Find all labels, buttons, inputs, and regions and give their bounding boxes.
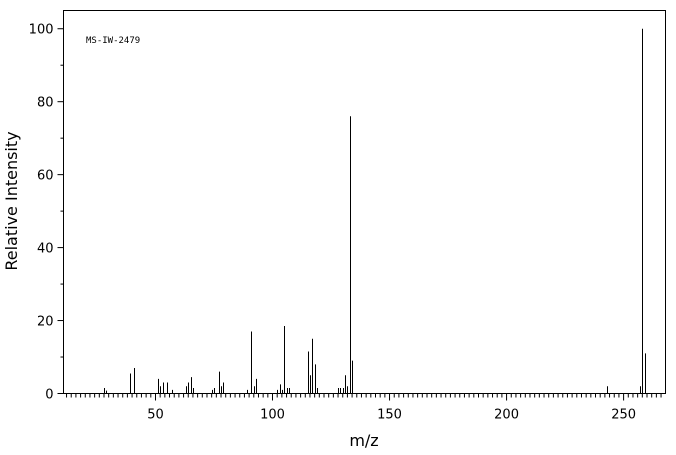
y-tick-label: 0 bbox=[45, 388, 53, 403]
y-axis-label: Relative Intensity bbox=[2, 131, 21, 270]
x-tick-label: 100 bbox=[260, 408, 285, 423]
y-tick-label: 20 bbox=[37, 315, 54, 330]
annotation: MS-IW-2479 bbox=[86, 36, 140, 46]
x-tick-label: 250 bbox=[611, 408, 636, 423]
y-tick-label: 80 bbox=[37, 96, 54, 111]
x-tick-label: 150 bbox=[377, 408, 402, 423]
y-tick-label: 40 bbox=[37, 242, 54, 257]
plot-frame bbox=[63, 10, 666, 394]
y-tick-label: 100 bbox=[29, 23, 54, 38]
x-axis-label: m/z bbox=[349, 431, 378, 450]
y-tick-label: 60 bbox=[37, 169, 54, 184]
x-tick-label: 50 bbox=[147, 408, 164, 423]
x-tick-label: 200 bbox=[494, 408, 519, 423]
